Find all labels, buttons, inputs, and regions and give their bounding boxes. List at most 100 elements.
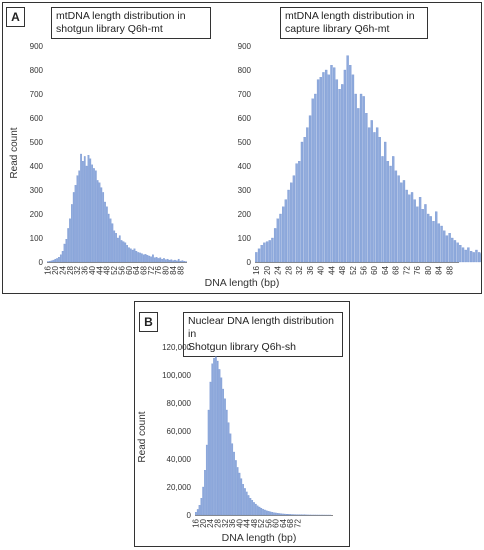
chart3-bar	[222, 388, 224, 516]
chart1-bar	[155, 257, 158, 263]
chart1-xtick-label: 36	[81, 265, 90, 274]
chart3-bar	[225, 409, 228, 516]
chart2-bar	[338, 89, 341, 263]
chart2-bar	[276, 218, 279, 263]
chart3-bar	[202, 486, 205, 516]
chart3-bar	[264, 509, 266, 516]
chart2-bar	[418, 197, 422, 263]
chart1-bar	[141, 253, 143, 263]
chart2-bar	[362, 96, 365, 263]
chart1-ytick-label: 700	[30, 90, 44, 99]
chart1-bar	[131, 249, 134, 263]
chart1-ytick-label: 500	[30, 138, 44, 147]
chart2-bar	[402, 180, 406, 263]
chart1-bar	[98, 182, 101, 263]
chart2-xtick-label: 24	[274, 265, 283, 274]
chart1-bar	[133, 248, 136, 263]
chart1-bar	[150, 256, 152, 263]
chart2-xtick-label: 72	[402, 265, 411, 274]
chart3-bar	[282, 513, 284, 516]
chart1-ytick-label: 600	[30, 114, 44, 123]
chart2-bar	[346, 55, 349, 263]
chart3-bar	[209, 381, 212, 516]
chart3-bar	[205, 444, 208, 516]
chart1-bar	[58, 257, 60, 263]
chart1-bar	[172, 260, 175, 263]
chart2-xtick-label: 64	[381, 265, 390, 274]
chart3-bar	[291, 514, 293, 516]
chart3-bar	[271, 512, 274, 516]
chart2-xtick-label: 80	[424, 265, 433, 274]
chart2-bar	[330, 65, 333, 263]
chart2-bar	[413, 199, 416, 263]
chart3-bar	[285, 514, 288, 516]
chart3-bar	[229, 433, 232, 516]
chart1-bar	[120, 240, 123, 263]
chart3-xtick-label: 56	[264, 518, 273, 527]
chart2-title-line1: mtDNA length distribution in	[285, 10, 415, 22]
panel-a-chart-area: Read count DNA length (bp) 0100200300400…	[9, 42, 481, 289]
chart2-bar	[298, 161, 301, 263]
chart1-bar	[54, 258, 57, 263]
chart3-bar	[235, 460, 237, 516]
chart2-ytick-label: 900	[238, 42, 252, 51]
chart2-bar	[287, 189, 290, 263]
chart2-bar	[370, 120, 373, 263]
chart3-bar	[262, 508, 264, 516]
chart3-ytick-label: 120,000	[162, 343, 191, 352]
chart1-bar	[107, 213, 110, 263]
chart2-bar	[292, 175, 296, 263]
chart2-bar	[467, 247, 470, 263]
chart1-bar	[174, 259, 176, 263]
chart3-xtick-label: 28	[214, 518, 223, 527]
chart1-bar	[87, 155, 90, 263]
chart3-bar	[215, 356, 217, 516]
chart3-bar	[274, 512, 277, 516]
chart1-ytick-label: 900	[30, 42, 44, 51]
chart3-bar	[195, 512, 197, 516]
chart3-xtick-label: 36	[228, 518, 237, 527]
chart2-bar	[290, 182, 293, 263]
chart2-xtick-label: 16	[252, 265, 261, 274]
chart2-bar	[421, 209, 424, 263]
chart1-xtick-label: 64	[132, 265, 141, 274]
chart3-bar	[253, 502, 255, 516]
panel-b-label: B	[139, 312, 158, 332]
chart2-bar	[384, 141, 387, 263]
chart3-bar	[220, 377, 223, 516]
chart2-bar	[324, 69, 328, 263]
chart2-bar	[440, 225, 443, 263]
chart2-bar	[381, 156, 384, 263]
chart1-bar	[61, 251, 64, 263]
chart3-bar	[211, 363, 214, 516]
chart2-bar	[453, 240, 457, 263]
panel-b: B Nuclear DNA length distribution in Sho…	[134, 301, 350, 547]
chart3-bar	[254, 503, 257, 516]
chart3-bar	[204, 470, 206, 516]
chart1-xtick-label: 52	[110, 265, 119, 274]
chart3-bar	[269, 511, 272, 516]
chart2-bar	[319, 77, 322, 263]
chart2-bar	[255, 252, 258, 263]
chart1-bar	[76, 175, 79, 263]
chart1-bar	[144, 254, 147, 263]
chart2-ytick-label: 300	[238, 186, 252, 195]
chart3-bar	[265, 510, 268, 516]
chart3-xtick-label: 48	[250, 518, 259, 527]
chart3-bar	[284, 513, 286, 516]
chart2-xtick-label: 60	[370, 265, 379, 274]
shared-xlabel: DNA length (bp)	[205, 277, 280, 289]
chart3-bar	[289, 514, 292, 516]
chart2-bar	[316, 79, 320, 263]
chart2-xtick-label: 76	[413, 265, 422, 274]
chart3-bar	[267, 511, 270, 516]
chart1-bar	[142, 254, 145, 263]
chart3-xtick-label: 20	[199, 518, 208, 527]
chart2-title-line2: capture library Q6h-mt	[285, 23, 390, 35]
chart3-xtick-label: 40	[235, 518, 244, 527]
chart2-bar	[311, 98, 314, 263]
chart1-bar	[85, 165, 88, 263]
chart2-title: mtDNA length distribution in capture lib…	[280, 7, 428, 39]
chart2-ytick-label: 600	[238, 114, 252, 123]
chart1-bar	[94, 170, 97, 263]
